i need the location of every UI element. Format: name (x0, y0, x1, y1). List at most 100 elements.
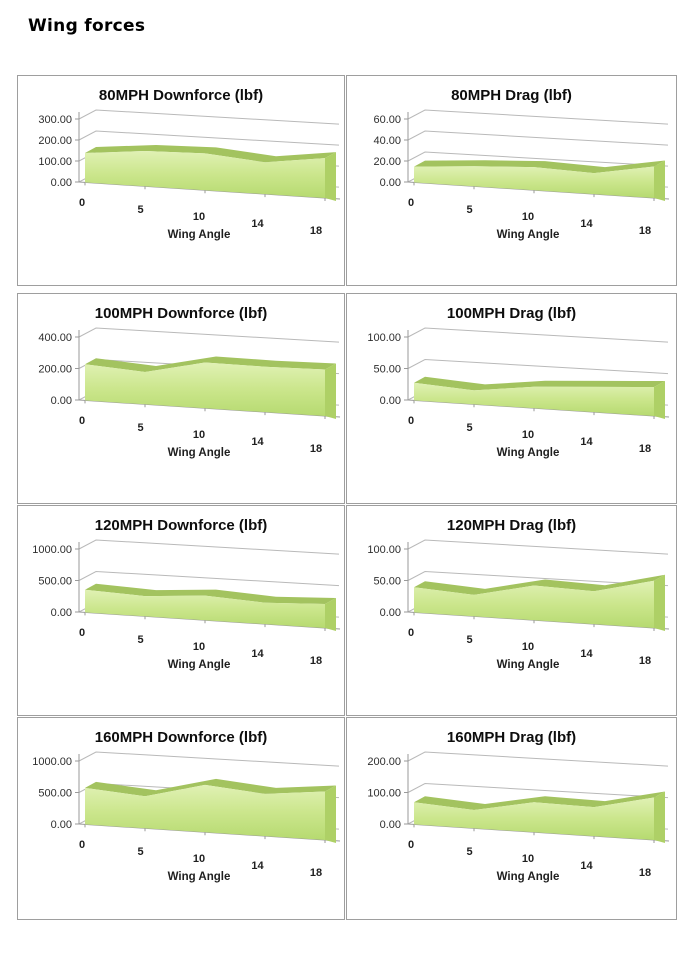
gridline (78, 327, 340, 343)
chart-title: 120MPH Downforce (lbf) (94, 517, 268, 534)
chart-panel-120mph-drag: 120MPH Drag (lbf) 0.00 50.00 100.00 0 5 10 14 1… (346, 505, 677, 716)
x-tick-label: 14 (580, 218, 593, 230)
y-tick-label: 0.00 (51, 819, 72, 831)
x-tick-label: 18 (310, 867, 322, 879)
x-tick-label: 10 (522, 429, 534, 441)
area-side-face (654, 574, 665, 631)
y-tick-label: 500.00 (38, 576, 72, 588)
chart-panel-80mph-downforce: 80MPH Downforce (lbf) 0.00 100.00 200.00 30… (17, 75, 345, 286)
y-tick-label: 50.00 (373, 576, 401, 588)
gridline (407, 358, 669, 375)
x-axis-label: Wing Angle (497, 229, 560, 241)
x-tick-label: 10 (522, 211, 534, 223)
area-side-face (325, 152, 336, 201)
x-tick-label: 5 (137, 204, 143, 216)
area-top-surface (414, 376, 665, 391)
gridline (407, 151, 669, 167)
x-tick-label: 5 (466, 634, 472, 646)
x-axis-label: Wing Angle (168, 871, 231, 883)
chart-title: 100MPH Drag (lbf) (446, 305, 577, 322)
area-chart-100mph-downforce: 0.00 200.00 400.00 0 5 10 14 18 Wing Angle (38, 327, 341, 459)
gridline (78, 570, 340, 587)
y-tick-label: 300.00 (38, 114, 72, 126)
area-side-face (325, 363, 336, 419)
x-tick-label: 5 (137, 422, 143, 434)
area-chart-120mph-drag: 0.00 50.00 100.00 0 5 10 14 18 Wing Angle (367, 539, 670, 671)
x-tick-label: 18 (639, 225, 651, 237)
x-tick-label: 10 (193, 641, 205, 653)
x-tick-label: 14 (580, 648, 593, 660)
gridline (407, 130, 669, 146)
y-tick-label: 40.00 (373, 135, 401, 147)
x-tick-label: 5 (466, 846, 472, 858)
chart-title: 80MPH Drag (lbf) (451, 87, 572, 104)
area-chart-160mph-drag: 0.00 100.00 200.00 0 5 10 14 18 Wing Angle (367, 751, 670, 883)
area-top-surface (85, 778, 336, 797)
y-tick-label: 0.00 (380, 177, 401, 189)
x-tick-label: 5 (466, 422, 472, 434)
x-tick-label: 14 (251, 218, 264, 230)
y-tick-label: 100.00 (38, 156, 72, 168)
x-axis-label: Wing Angle (497, 659, 560, 671)
y-tick-label: 100.00 (367, 544, 401, 556)
x-axis-label: Wing Angle (497, 871, 560, 883)
y-tick-label: 50.00 (373, 364, 401, 376)
y-tick-label: 100.00 (367, 788, 401, 800)
area-front-face (85, 151, 325, 198)
x-axis-label: Wing Angle (497, 447, 560, 459)
x-tick-label: 18 (310, 655, 322, 667)
area-top-surface (85, 145, 336, 163)
x-tick-label: 18 (639, 443, 651, 455)
y-tick-label: 0.00 (51, 607, 72, 619)
gridline (78, 751, 340, 767)
y-tick-label: 400.00 (38, 332, 72, 344)
area-chart-80mph-drag: 0.00 20.00 40.00 60.00 0 5 10 14 18 Wing Angle (373, 109, 670, 241)
chart-title: 160MPH Drag (lbf) (446, 729, 577, 746)
x-axis-label: Wing Angle (168, 229, 231, 241)
area-chart-120mph-downforce: 0.00 500.00 1000.00 0 5 10 14 18 Wing Angle (32, 539, 341, 671)
area-front-face (414, 580, 654, 628)
x-tick-label: 5 (137, 634, 143, 646)
chart-title: 160MPH Downforce (lbf) (94, 729, 268, 746)
area-top-surface (85, 356, 336, 372)
x-tick-label: 10 (522, 641, 534, 653)
area-top-surface (414, 791, 665, 810)
x-axis-label: Wing Angle (168, 659, 231, 671)
area-chart-100mph-drag: 0.00 50.00 100.00 0 5 10 14 18 Wing Angle (367, 327, 670, 459)
gridline (407, 570, 669, 587)
y-tick-label: 20.00 (373, 156, 401, 168)
x-tick-label: 0 (408, 627, 414, 639)
x-tick-label: 5 (466, 204, 472, 216)
area-top-surface (414, 574, 665, 595)
area-front-face (85, 362, 325, 416)
y-tick-label: 200.00 (38, 135, 72, 147)
area-front-face (85, 784, 325, 840)
x-tick-label: 10 (193, 429, 205, 441)
y-tick-label: 0.00 (380, 395, 401, 407)
chart-panel-120mph-downforce: 120MPH Downforce (lbf) 0.00 500.00 1000.00… (17, 505, 345, 716)
y-tick-label: 0.00 (380, 819, 401, 831)
page-title: Wing forces (28, 16, 146, 36)
gridline (407, 109, 669, 125)
gridline (407, 782, 669, 799)
x-tick-label: 14 (251, 860, 264, 872)
gridline (407, 751, 669, 767)
chart-title: 120MPH Drag (lbf) (446, 517, 577, 534)
x-tick-label: 10 (193, 211, 205, 223)
gridline (407, 539, 669, 555)
area-front-face (414, 382, 654, 416)
y-tick-label: 0.00 (51, 177, 72, 189)
area-front-face (414, 166, 654, 198)
x-axis-label: Wing Angle (168, 447, 231, 459)
y-tick-label: 100.00 (367, 332, 401, 344)
y-tick-label: 0.00 (51, 395, 72, 407)
y-tick-label: 1000.00 (32, 544, 72, 556)
x-tick-label: 18 (310, 225, 322, 237)
x-tick-label: 18 (639, 655, 651, 667)
x-tick-label: 5 (137, 846, 143, 858)
area-side-face (654, 160, 665, 201)
x-tick-label: 0 (79, 839, 85, 851)
y-tick-label: 200.00 (38, 364, 72, 376)
area-side-face (654, 381, 665, 419)
